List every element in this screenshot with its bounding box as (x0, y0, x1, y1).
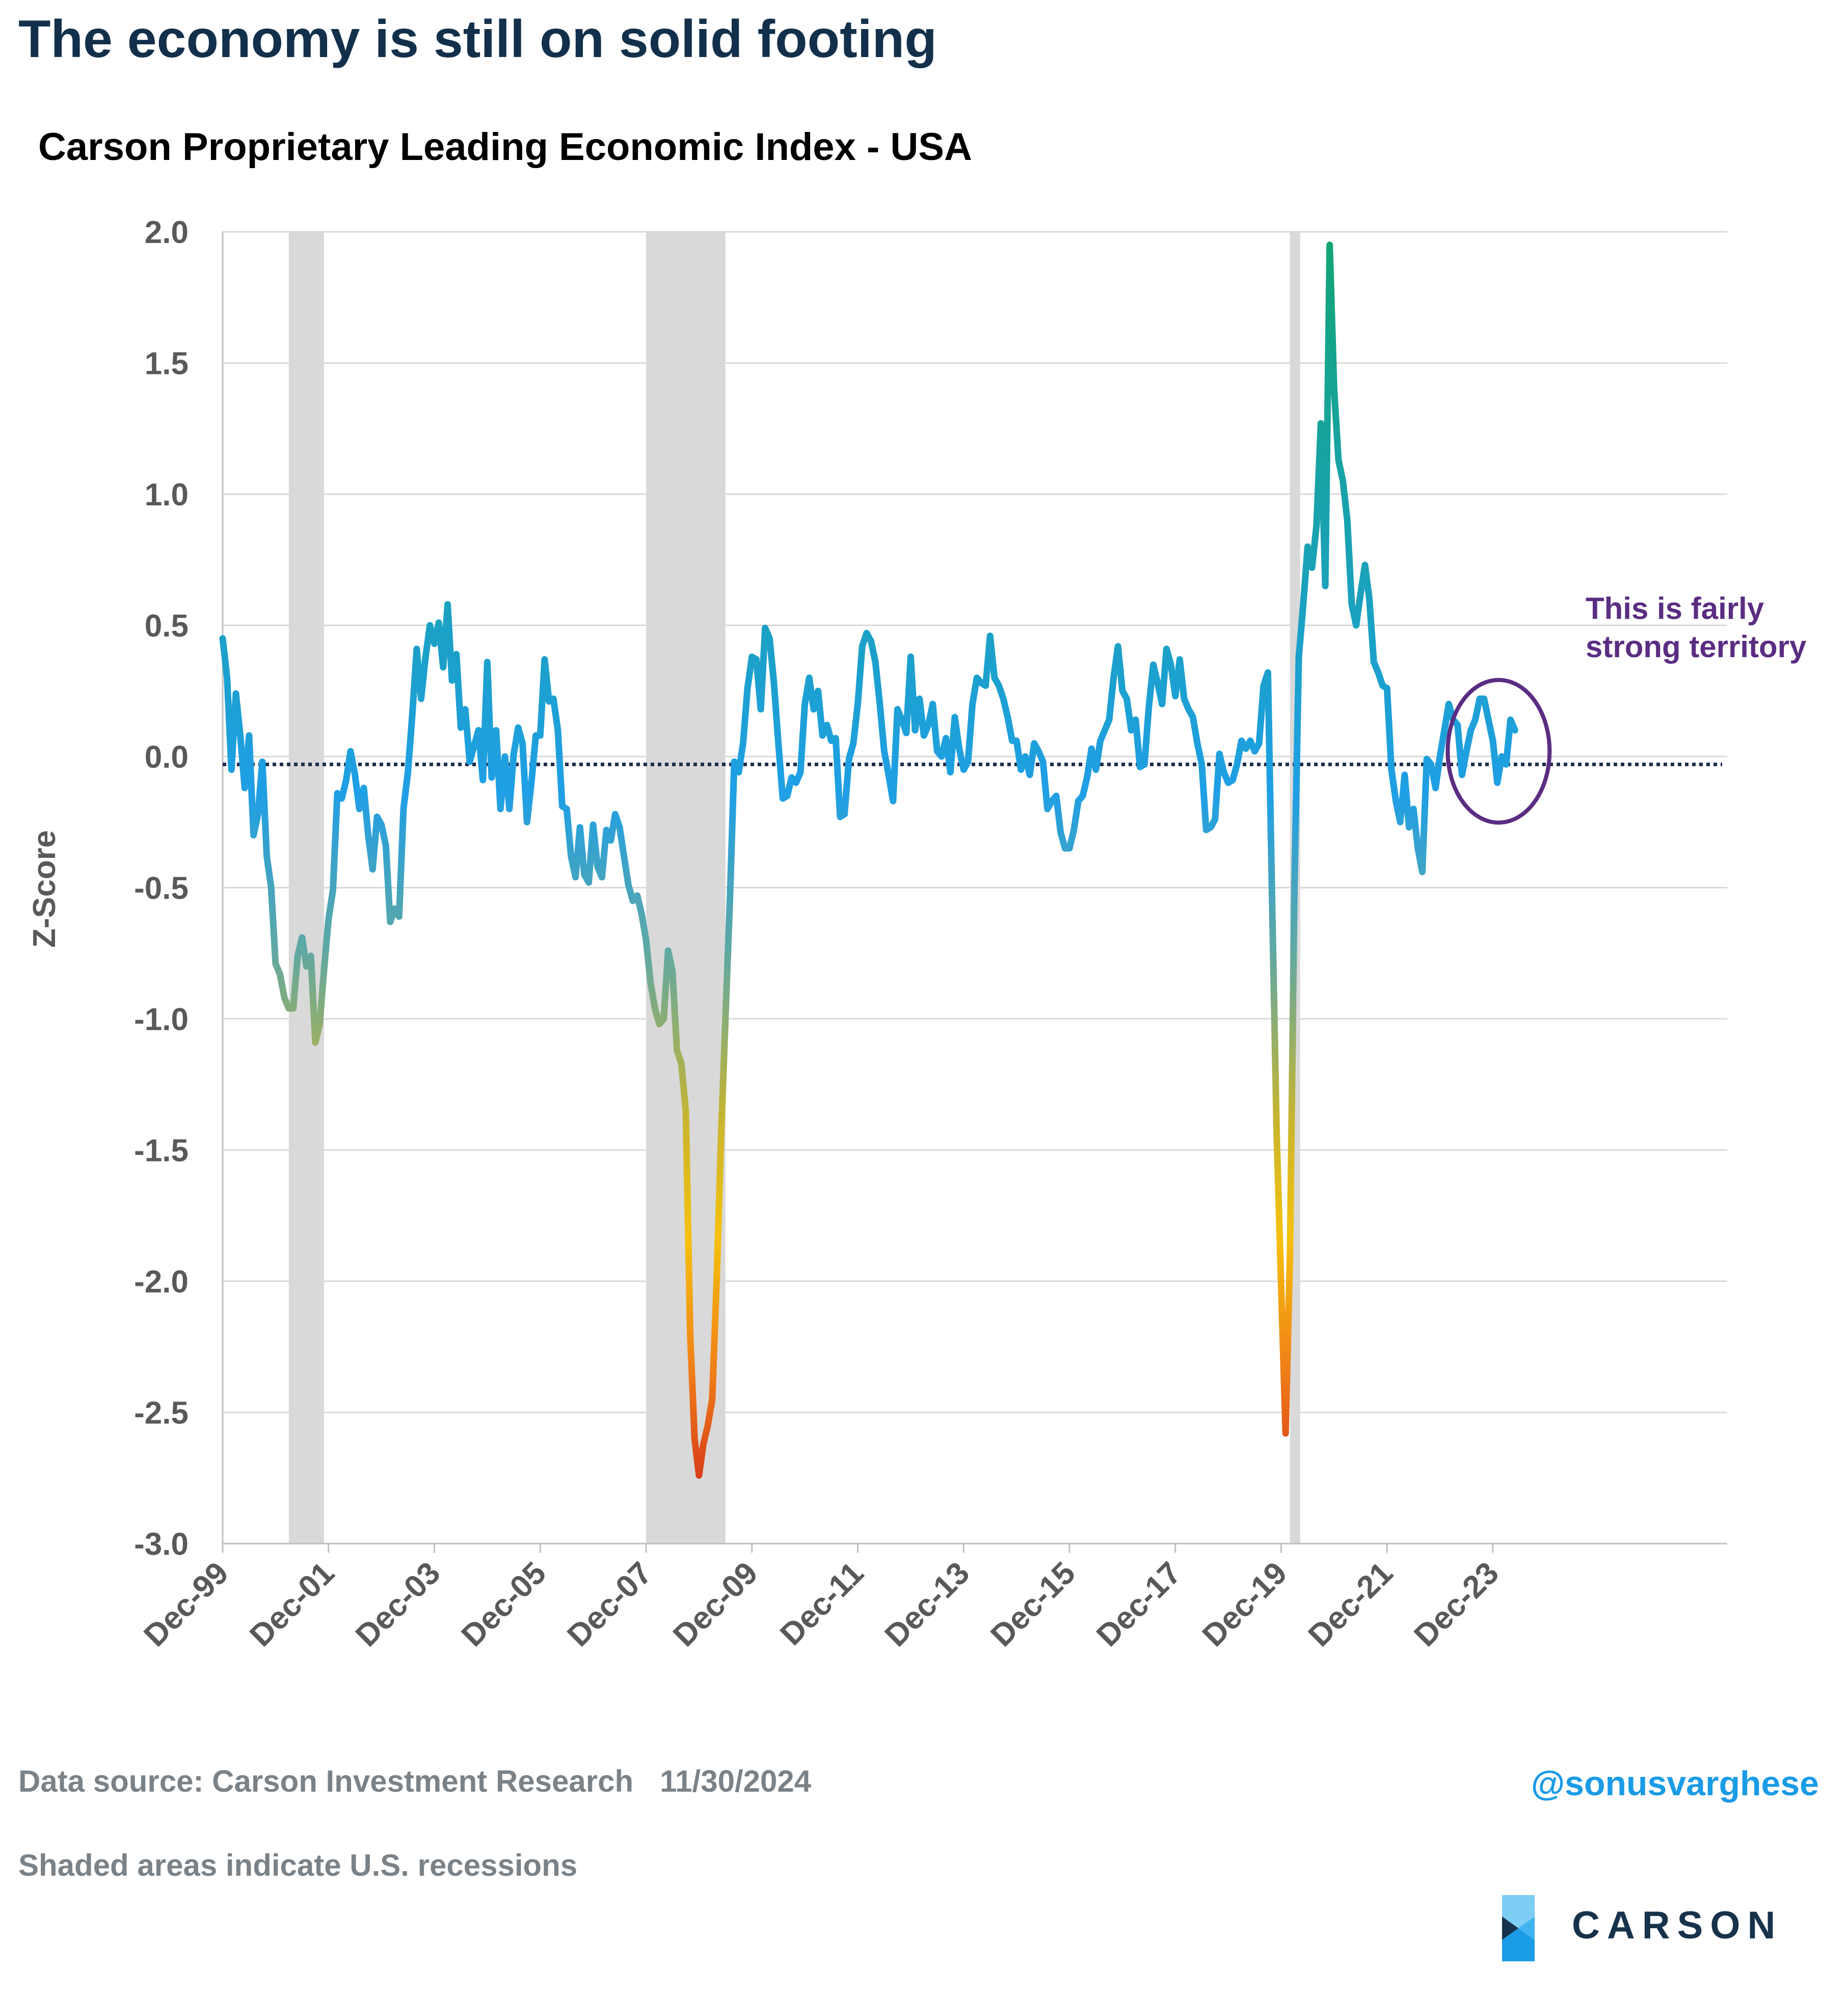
recession-note: Shaded areas indicate U.S. recessions (18, 1848, 578, 1882)
x-tick-label: Dec-99 (137, 1555, 235, 1654)
data-source-text: Data source: Carson Investment Research (18, 1764, 634, 1798)
x-tick-label: Dec-03 (349, 1555, 447, 1654)
x-tick-label: Dec-07 (560, 1555, 659, 1654)
y-tick-label: -1.0 (134, 1002, 189, 1037)
page-title: The economy is still on solid footing (18, 10, 937, 69)
gridlines (223, 231, 1727, 1545)
y-axis-label: Z-Score (27, 830, 62, 948)
index-series (219, 241, 1518, 1479)
x-tick-label: Dec-09 (666, 1555, 765, 1654)
y-tick-label: 1.5 (145, 346, 189, 382)
carson-logo: CARSON (1493, 1885, 1848, 1977)
data-source: Data source: Carson Investment Research 1… (18, 1764, 811, 1799)
annotation-ellipse (1445, 678, 1552, 825)
axes (222, 232, 1727, 1545)
x-tick-label: Dec-15 (984, 1555, 1082, 1654)
x-tick-label: Dec-17 (1090, 1555, 1188, 1654)
annotation: This is fairly strong territory (1445, 591, 1807, 825)
y-tick-label: -0.5 (134, 871, 189, 906)
x-tick-label: Dec-21 (1302, 1555, 1400, 1654)
y-tick-label: 1.0 (145, 477, 189, 512)
y-tick-labels: 2.0 1.5 1.0 0.5 0.0 -0.5 -1.0 -1.5 -2.0 -2.5 -3.0 (134, 215, 189, 1562)
annotation-text-line-1: This is fairly (1586, 591, 1764, 626)
data-date: 11/30/2024 (660, 1764, 812, 1798)
x-tick-label: Dec-23 (1407, 1555, 1506, 1654)
series-line-1 (219, 241, 1518, 1479)
carson-logo-icon (1502, 1895, 1535, 1961)
x-tick-label: Dec-13 (878, 1555, 977, 1654)
y-tick-label: 0.5 (145, 609, 189, 644)
y-tick-label: -2.5 (134, 1396, 189, 1431)
y-tick-label: -1.5 (134, 1133, 189, 1169)
y-tick-label: 2.0 (145, 215, 189, 250)
line-chart: 2.01.51.00.50.0-0.5-1.0-1.5-2.0-2.5-3.0 … (27, 215, 1807, 1654)
x-tick-label: Dec-05 (455, 1555, 553, 1654)
x-tick-label: Dec-01 (243, 1555, 341, 1654)
x-tick-label: Dec-19 (1196, 1555, 1294, 1654)
chart-title: Carson Proprietary Leading Economic Inde… (38, 125, 972, 169)
annotation-text-line-2: strong territory (1586, 630, 1807, 664)
x-tick-labels: Dec-99 Dec-01 Dec-03 Dec-05 Dec-07 Dec-09 Dec-… (137, 1544, 1506, 1654)
y-tick-label: -2.0 (134, 1264, 189, 1300)
carson-logo-text: CARSON (1572, 1904, 1783, 1947)
y-tick-label: -3.0 (134, 1527, 189, 1562)
author-handle[interactable]: @sonusvarghese (1531, 1764, 1819, 1803)
x-tick-label: Dec-11 (773, 1555, 870, 1652)
y-tick-label: 0.0 (145, 740, 189, 775)
